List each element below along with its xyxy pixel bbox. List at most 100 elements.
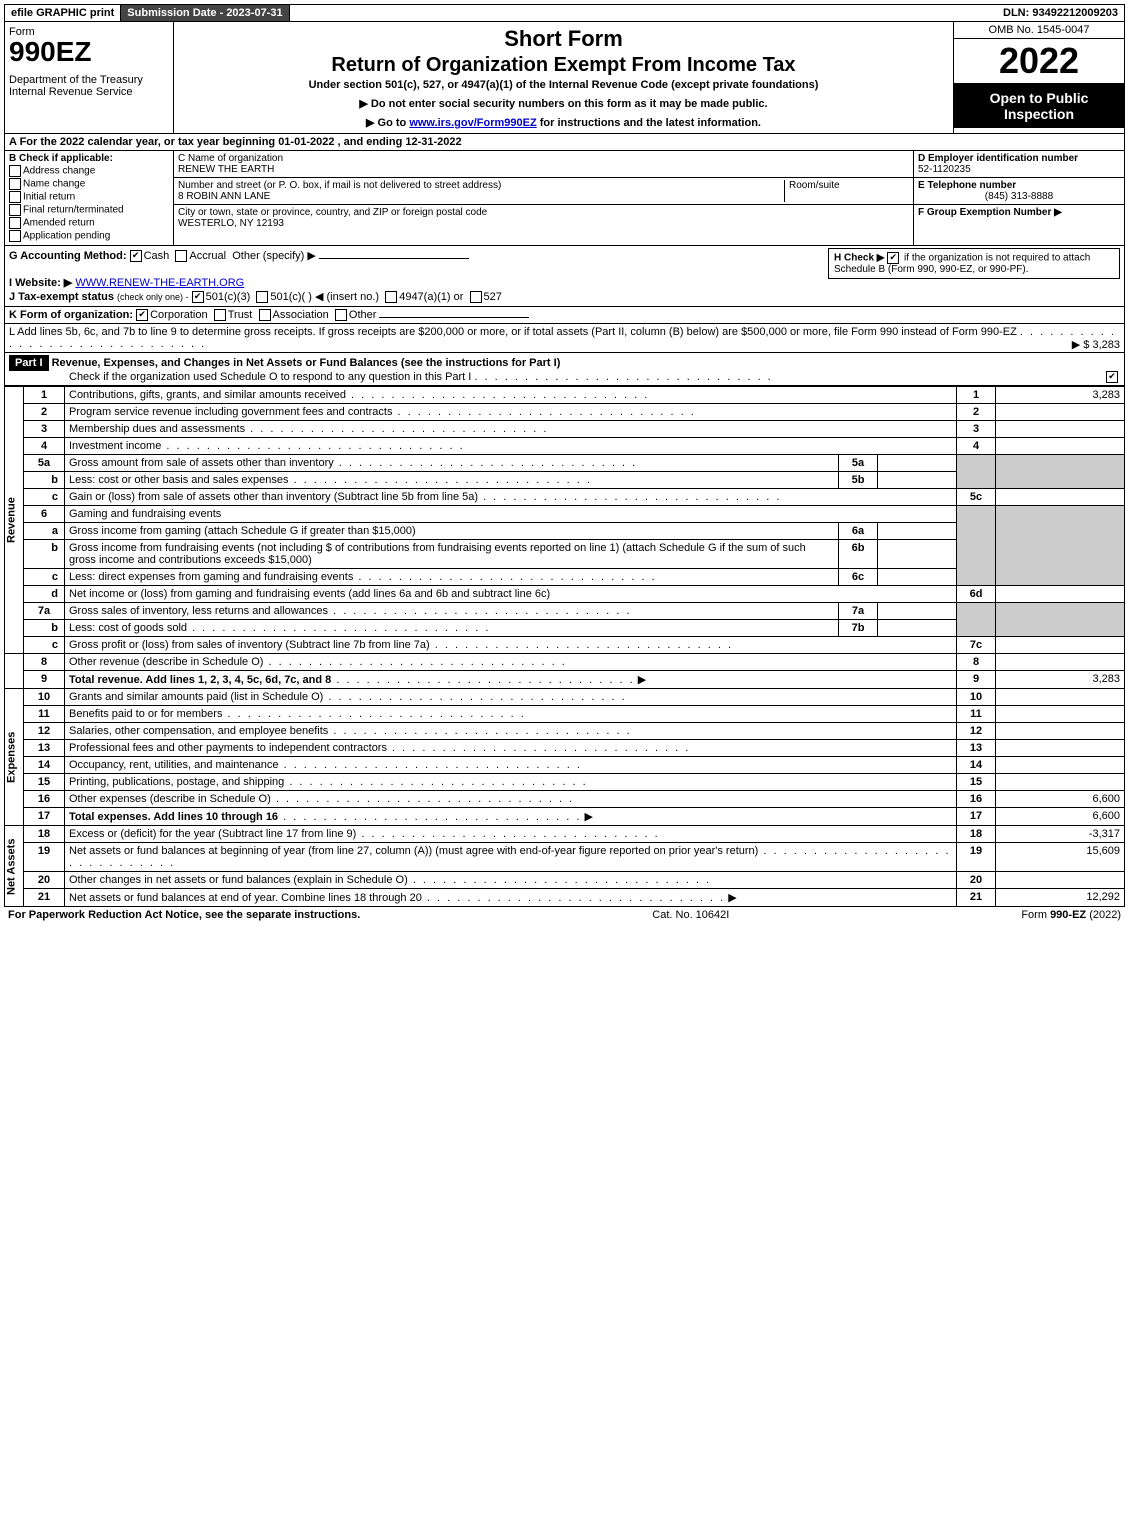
- org-name: RENEW THE EARTH: [178, 164, 909, 175]
- tax-year: 2022: [954, 39, 1124, 84]
- box-bcd: B Check if applicable: Address change Na…: [4, 151, 1125, 246]
- top-bar: efile GRAPHIC print Submission Date - 20…: [4, 4, 1125, 22]
- street-address: 8 ROBIN ANN LANE: [178, 191, 784, 202]
- line-j: J Tax-exempt status (check only one) - 5…: [9, 290, 1120, 303]
- g-accrual: Accrual: [189, 250, 226, 262]
- row-6d: d Net income or (loss) from gaming and f…: [5, 586, 1125, 603]
- part-1-check-text: Check if the organization used Schedule …: [69, 371, 471, 383]
- row-20: 20 Other changes in net assets or fund b…: [5, 872, 1125, 889]
- department-label: Department of the Treasury Internal Reve…: [9, 74, 169, 98]
- row-5a: 5a Gross amount from sale of assets othe…: [5, 455, 1125, 472]
- row-9: 9 Total revenue. Add lines 1, 2, 3, 4, 5…: [5, 671, 1125, 689]
- city-state-zip: WESTERLO, NY 12193: [178, 218, 909, 229]
- box-c-addr-row: Number and street (or P. O. box, if mail…: [174, 178, 913, 205]
- box-c-city-row: City or town, state or province, country…: [174, 205, 913, 231]
- part-1-header: Part I Revenue, Expenses, and Changes in…: [4, 353, 1125, 386]
- footer-right: Form 990-EZ (2022): [1021, 909, 1121, 921]
- row-7a: 7a Gross sales of inventory, less return…: [5, 603, 1125, 620]
- j-501c: 501(c)( ) ◀ (insert no.): [270, 291, 379, 303]
- line-k-row: K Form of organization: Corporation Trus…: [4, 307, 1125, 324]
- form-header: Form 990EZ Department of the Treasury In…: [4, 22, 1125, 134]
- row-3: 3 Membership dues and assessments 3: [5, 421, 1125, 438]
- omb-number: OMB No. 1545-0047: [954, 22, 1124, 39]
- box-h-checkbox[interactable]: [887, 252, 899, 264]
- page-footer: For Paperwork Reduction Act Notice, see …: [4, 907, 1125, 923]
- footer-left: For Paperwork Reduction Act Notice, see …: [8, 909, 360, 921]
- phone-value: (845) 313-8888: [918, 191, 1120, 202]
- instr2-post: for instructions and the latest informat…: [537, 117, 761, 129]
- line-i-label: I Website: ▶: [9, 277, 72, 289]
- line-k-label: K Form of organization:: [9, 309, 133, 321]
- expenses-section-label: Expenses: [5, 689, 24, 826]
- revenue-section-label: Revenue: [5, 387, 24, 654]
- line-a: A For the 2022 calendar year, or tax yea…: [4, 134, 1125, 151]
- instr2-pre: ▶ Go to: [366, 117, 409, 129]
- city-label: City or town, state or province, country…: [178, 207, 909, 218]
- j-527-checkbox[interactable]: [470, 291, 482, 303]
- row-21: 21 Net assets or fund balances at end of…: [5, 889, 1125, 907]
- row-8: 8 Other revenue (describe in Schedule O)…: [5, 654, 1125, 671]
- part-1-title: Revenue, Expenses, and Changes in Net As…: [52, 357, 561, 369]
- line-j-sub: (check only one) -: [117, 292, 189, 302]
- header-left: Form 990EZ Department of the Treasury In…: [5, 22, 174, 133]
- opt-application-pending[interactable]: Application pending: [9, 230, 169, 242]
- g-cash-checkbox[interactable]: [130, 250, 142, 262]
- k-assoc: Association: [273, 309, 329, 321]
- open-public-label: Open to Public Inspection: [954, 84, 1124, 128]
- footer-catno: Cat. No. 10642I: [652, 909, 729, 921]
- j-4947-checkbox[interactable]: [385, 291, 397, 303]
- ein-value: 52-1120235: [918, 164, 1120, 175]
- k-trust-checkbox[interactable]: [214, 309, 226, 321]
- row-15: 15 Printing, publications, postage, and …: [5, 774, 1125, 791]
- j-527: 527: [484, 291, 502, 303]
- k-assoc-checkbox[interactable]: [259, 309, 271, 321]
- short-form-title: Short Form: [182, 26, 945, 52]
- dln-number: DLN: 93492212009203: [997, 5, 1124, 21]
- group-exemption-label: F Group Exemption Number ▶: [918, 207, 1120, 218]
- irs-link[interactable]: www.irs.gov/Form990EZ: [409, 117, 536, 129]
- k-corp: Corporation: [150, 309, 207, 321]
- box-b: B Check if applicable: Address change Na…: [5, 151, 174, 245]
- opt-name-change[interactable]: Name change: [9, 178, 169, 190]
- k-other: Other: [349, 309, 377, 321]
- lines-table: Revenue 1 Contributions, gifts, grants, …: [4, 386, 1125, 907]
- part-1-label: Part I: [9, 355, 49, 371]
- box-f-group: F Group Exemption Number ▶: [914, 205, 1124, 245]
- row-19: 19 Net assets or fund balances at beginn…: [5, 843, 1125, 872]
- box-d: D Employer identification number 52-1120…: [913, 151, 1124, 245]
- j-4947: 4947(a)(1) or: [399, 291, 463, 303]
- part-1-schedo-checkbox[interactable]: [1106, 371, 1118, 383]
- row-18: Net Assets 18 Excess or (deficit) for th…: [5, 826, 1125, 843]
- box-c-name-row: C Name of organization RENEW THE EARTH: [174, 151, 913, 178]
- box-b-label: B Check if applicable:: [9, 153, 169, 164]
- under-section: Under section 501(c), 527, or 4947(a)(1)…: [182, 79, 945, 91]
- k-other-checkbox[interactable]: [335, 309, 347, 321]
- row-4: 4 Investment income 4: [5, 438, 1125, 455]
- netassets-section-label: Net Assets: [5, 826, 24, 907]
- instruction-2: ▶ Go to www.irs.gov/Form990EZ for instru…: [182, 116, 945, 129]
- opt-amended-return[interactable]: Amended return: [9, 217, 169, 229]
- row-12: 12 Salaries, other compensation, and emp…: [5, 723, 1125, 740]
- g-accrual-checkbox[interactable]: [175, 250, 187, 262]
- website-link[interactable]: WWW.RENEW-THE-EARTH.ORG: [75, 277, 244, 289]
- line-l-row: L Add lines 5b, 6c, and 7b to line 9 to …: [4, 324, 1125, 353]
- opt-initial-return[interactable]: Initial return: [9, 191, 169, 203]
- line-l-text: L Add lines 5b, 6c, and 7b to line 9 to …: [9, 326, 1017, 338]
- box-d-ein: D Employer identification number 52-1120…: [914, 151, 1124, 178]
- form-number: 990EZ: [9, 38, 169, 66]
- row-5c: c Gain or (loss) from sale of assets oth…: [5, 489, 1125, 506]
- efile-label: efile GRAPHIC print: [5, 5, 121, 21]
- line-j-label: J Tax-exempt status: [9, 291, 114, 303]
- row-11: 11 Benefits paid to or for members 11: [5, 706, 1125, 723]
- row-1: Revenue 1 Contributions, gifts, grants, …: [5, 387, 1125, 404]
- box-c-label: C Name of organization: [178, 153, 909, 164]
- return-title: Return of Organization Exempt From Incom…: [182, 54, 945, 77]
- opt-final-return[interactable]: Final return/terminated: [9, 204, 169, 216]
- opt-address-change[interactable]: Address change: [9, 165, 169, 177]
- k-corp-checkbox[interactable]: [136, 309, 148, 321]
- g-cash: Cash: [144, 250, 170, 262]
- j-501c3-checkbox[interactable]: [192, 291, 204, 303]
- row-17: 17 Total expenses. Add lines 10 through …: [5, 808, 1125, 826]
- j-501c-checkbox[interactable]: [256, 291, 268, 303]
- submission-date: Submission Date - 2023-07-31: [121, 5, 289, 21]
